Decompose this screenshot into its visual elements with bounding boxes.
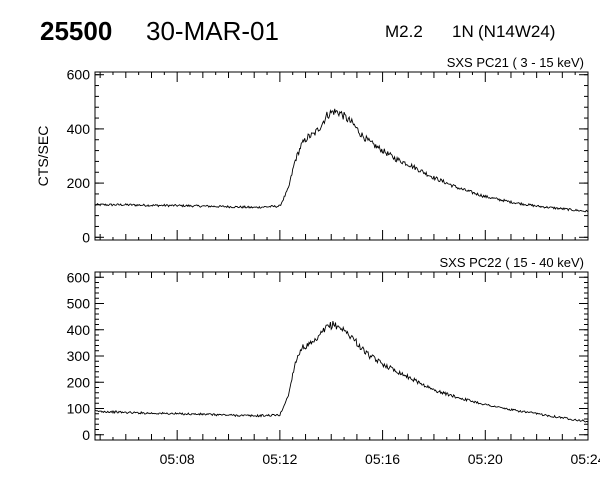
x-tick-label: 05:24 bbox=[570, 451, 600, 467]
plot-frame-1 bbox=[94, 71, 589, 241]
y-tick-label-2: 0 bbox=[82, 427, 90, 443]
event-date: 30-MAR-01 bbox=[146, 16, 279, 46]
y-tick-label-2: 600 bbox=[67, 269, 91, 285]
y-tick-label-1: 0 bbox=[82, 229, 90, 245]
y-tick-label-2: 500 bbox=[67, 296, 91, 312]
panel-title-1: SXS PC21 ( 3 - 15 keV) bbox=[447, 55, 584, 70]
panel-title-2: SXS PC22 ( 15 - 40 keV) bbox=[439, 255, 584, 270]
y-tick-label-2: 100 bbox=[67, 401, 91, 417]
y-tick-label-2: 200 bbox=[67, 374, 91, 390]
event-number: 25500 bbox=[40, 16, 113, 46]
goes-class: M2.2 bbox=[385, 22, 423, 41]
flare-location: (N14W24) bbox=[478, 22, 556, 41]
y-tick-label-1: 200 bbox=[67, 175, 91, 191]
plot-frame-2 bbox=[94, 271, 589, 441]
x-tick-label: 05:12 bbox=[262, 451, 297, 467]
y-tick-label-2: 300 bbox=[67, 348, 91, 364]
x-tick-label: 05:08 bbox=[160, 451, 195, 467]
y-axis-label: CTS/SEC bbox=[35, 126, 51, 187]
y-tick-label-1: 400 bbox=[67, 121, 91, 137]
series-line-1 bbox=[94, 108, 589, 213]
x-tick-label: 05:16 bbox=[365, 451, 400, 467]
x-tick-label: 05:20 bbox=[468, 451, 503, 467]
y-tick-label-1: 600 bbox=[67, 67, 91, 83]
y-tick-label-2: 400 bbox=[67, 322, 91, 338]
series-line-2 bbox=[94, 321, 589, 423]
optical-class: 1N bbox=[452, 22, 474, 41]
